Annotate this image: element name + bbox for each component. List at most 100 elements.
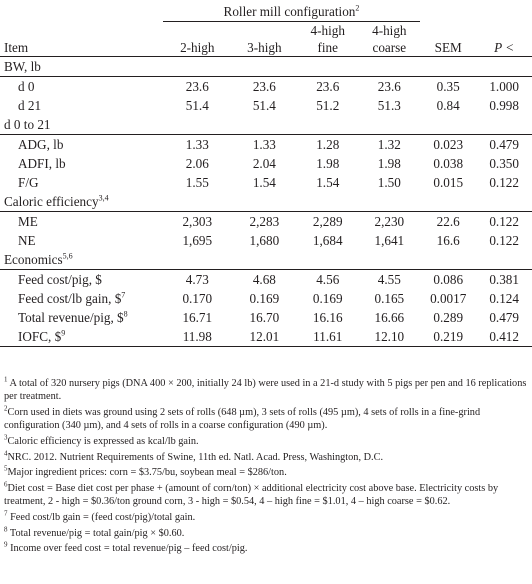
table-cell: 2.04 [252, 156, 276, 171]
table-cell: 16.66 [374, 310, 405, 325]
col-header-4-high-fine: 4-high fine [310, 23, 345, 55]
footnote: 3Caloric efficiency is expressed as kcal… [4, 433, 199, 447]
table-cell: 0.0017 [430, 291, 467, 306]
table-cell: 2,283 [249, 214, 280, 229]
group-header: Roller mill configuration2 [162, 2, 421, 22]
results-table: Roller mill configuration2 Item 2-high 3… [0, 2, 532, 347]
table-cell: 16.6 [436, 233, 460, 248]
footnote: 4NRC. 2012. Nutrient Requirements of Swi… [4, 449, 384, 463]
table-cell: 51.4 [185, 98, 209, 113]
footnotes: 1 A total of 320 nursery pigs (DNA 400 ×… [4, 375, 528, 558]
table-cell: 0.219 [420, 327, 477, 347]
section-label: Caloric efficiency3,4 [0, 192, 532, 212]
table-cell: 2,289 [312, 214, 343, 229]
table-cell: 11.98 [162, 327, 232, 347]
table-cell: 1.000 [489, 79, 519, 94]
table-cell: 4.55 [377, 272, 401, 287]
row-label: d 21 [18, 98, 42, 113]
section-header-row: d 0 to 21 [0, 115, 532, 135]
table-cell: 23.6 [316, 79, 340, 94]
footnote: 6Diet cost = Base diet cost per phase + … [4, 480, 499, 508]
row-label: Total revenue/pig, $8 [18, 309, 128, 325]
col-header-4-high-coarse: 4-high coarse [372, 23, 407, 55]
table-cell: 23.6 [252, 79, 276, 94]
table-cell: 51.4 [252, 98, 276, 113]
table-cell: 0.350 [489, 156, 519, 171]
row-label: ME [18, 214, 38, 229]
table-cell: 0.169 [249, 291, 280, 306]
table-cell: 0.122 [489, 175, 519, 190]
column-header-row: Item 2-high 3-high 4-high fine 4-high coar… [0, 22, 532, 57]
table-cell: 1.54 [252, 175, 276, 190]
table-row: Feed cost/pig, $ 4.73 4.68 4.56 4.55 0.086 0.3… [0, 270, 532, 290]
table-cell: 1.50 [377, 175, 401, 190]
table-cell: 0.086 [433, 272, 464, 287]
table-cell: 0.169 [312, 291, 343, 306]
footnote: 7 Feed cost/lb gain = (feed cost/pig)/to… [4, 509, 196, 523]
table-cell: 1.28 [316, 137, 340, 152]
table-cell: 4.56 [316, 272, 340, 287]
table-cell: 0.381 [489, 272, 519, 287]
table-row: Feed cost/lb gain, $7 0.170 0.169 0.169 0.16… [0, 289, 532, 308]
section-header-row: Economics5,6 [0, 250, 532, 270]
table-cell: 0.84 [436, 98, 460, 113]
table-cell: 1,680 [249, 233, 280, 248]
row-label: Feed cost/pig, $ [18, 272, 102, 287]
section-header-row: Caloric efficiency3,4 [0, 192, 532, 212]
table-cell: 2,230 [374, 214, 405, 229]
table-row: Total revenue/pig, $8 16.71 16.70 16.16 16.6… [0, 308, 532, 327]
table-cell: 0.165 [374, 291, 405, 306]
table-row: NE 1,695 1,680 1,684 1,641 16.6 0.122 [0, 231, 532, 250]
section-label: d 0 to 21 [0, 115, 532, 135]
footnote: 5Major ingredient prices: corn = $3.75/b… [4, 464, 287, 479]
table-cell: 0.170 [182, 291, 213, 306]
col-header-p: P < [494, 40, 515, 55]
table-cell: 12.01 [231, 327, 297, 347]
row-label: IOFC, $9 [0, 327, 163, 347]
row-label: Feed cost/lb gain, $7 [18, 290, 126, 306]
section-header-row: BW, lb [0, 56, 532, 77]
table-cell: 1.33 [185, 137, 209, 152]
table-cell: 0.015 [433, 175, 464, 190]
row-label: F/G [18, 175, 39, 190]
table-cell: 1.98 [316, 156, 340, 171]
col-header-sem: SEM [434, 40, 462, 55]
table-cell: 4.68 [252, 272, 276, 287]
table-cell: 2,303 [182, 214, 213, 229]
table-cell: 0.122 [489, 214, 519, 229]
footnote: 2Corn used in diets was ground using 2 s… [4, 404, 481, 432]
footnote: 9 Income over feed cost = total revenue/… [4, 540, 248, 555]
section-label: BW, lb [0, 56, 532, 77]
table-cell: 1,695 [182, 233, 213, 248]
table-cell: 51.2 [316, 98, 340, 113]
table-cell: 4.73 [185, 272, 209, 287]
table-cell: 2.06 [185, 156, 209, 171]
col-header-2-high: 2-high [180, 40, 215, 55]
footnote: 1 A total of 320 nursery pigs (DNA 400 ×… [4, 375, 527, 403]
table-row: ME 2,303 2,283 2,289 2,230 22.6 0.122 [0, 212, 532, 232]
table-cell: 11.61 [296, 327, 359, 347]
table-cell: 1.33 [252, 137, 276, 152]
table-cell: 16.16 [312, 310, 343, 325]
table-cell: 23.6 [185, 79, 209, 94]
table-cell: 0.023 [433, 137, 464, 152]
table-cell: 23.6 [377, 79, 401, 94]
table-cell: 0.412 [476, 327, 532, 347]
item-header: Item [4, 40, 29, 55]
table-cell: 1,641 [374, 233, 405, 248]
table-cell: 12.10 [358, 327, 421, 347]
table-cell: 1,684 [312, 233, 343, 248]
table-row: ADG, lb 1.33 1.33 1.28 1.32 0.023 0.479 [0, 135, 532, 155]
row-label: NE [18, 233, 36, 248]
row-label: d 0 [18, 79, 35, 94]
table-cell: 1.98 [377, 156, 401, 171]
group-header-row: Roller mill configuration2 [0, 2, 532, 22]
col-header-3-high: 3-high [247, 40, 282, 55]
table-cell: 0.038 [433, 156, 464, 171]
table-row: F/G 1.55 1.54 1.54 1.50 0.015 0.122 [0, 173, 532, 192]
section-label: Economics5,6 [0, 250, 532, 270]
table-row: d 0 23.6 23.6 23.6 23.6 0.35 1.000 [0, 77, 532, 97]
table-cell: 0.35 [436, 79, 460, 94]
table-body: BW, lb d 0 23.6 23.6 23.6 23.6 0.35 1.000 d 21 51… [0, 56, 532, 347]
